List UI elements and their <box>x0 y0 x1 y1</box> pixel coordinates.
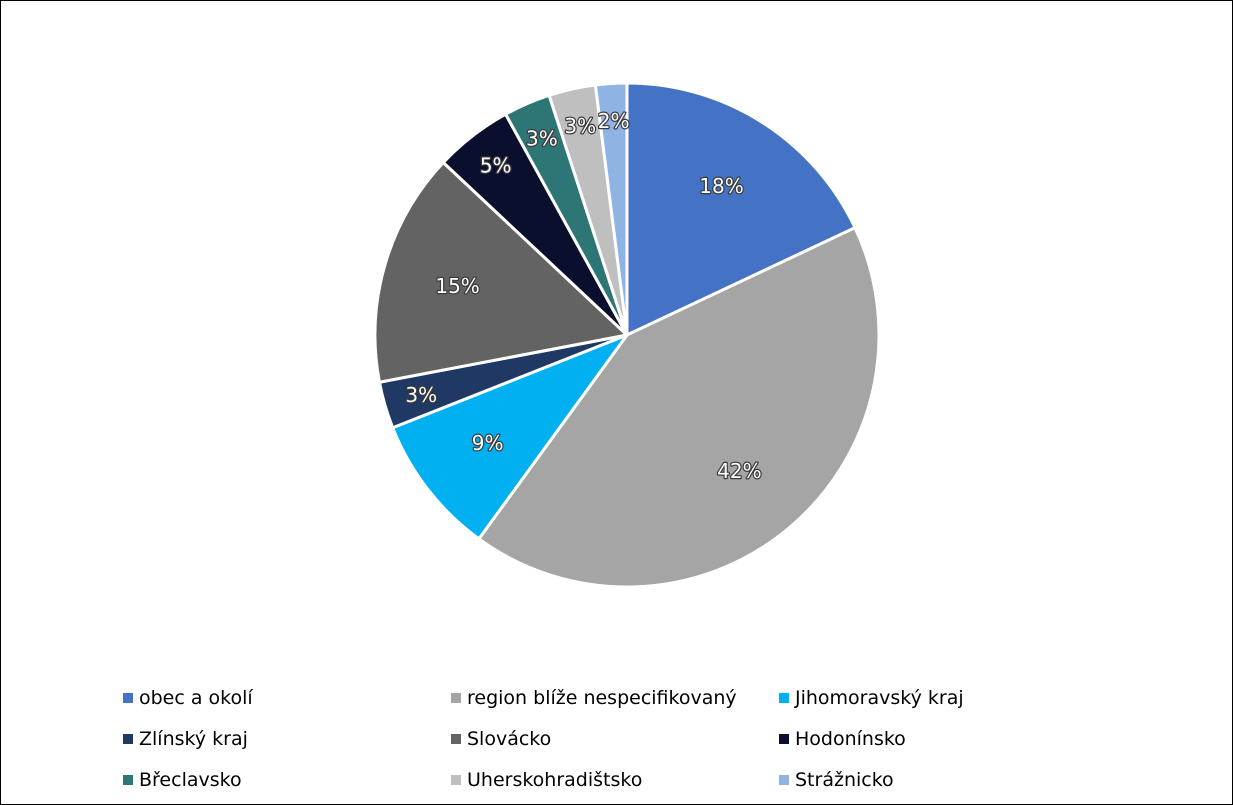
pie-chart: 18%42%9%3%15%5%3%3% 2% <box>373 81 881 589</box>
pie-data-label: 18% <box>699 174 743 198</box>
legend-item: Strážnicko <box>779 759 1109 800</box>
legend-item: Slovácko <box>451 718 779 759</box>
legend-swatch <box>451 774 461 785</box>
legend-item: Zlínský kraj <box>123 718 451 759</box>
legend-label: region blíže nespecifikovaný <box>467 686 737 709</box>
legend-item: Jihomoravský kraj <box>779 677 1109 718</box>
legend-swatch <box>123 692 133 703</box>
pie-data-label: 15% <box>435 274 479 298</box>
legend-label: Břeclavsko <box>139 768 242 791</box>
legend-swatch <box>123 733 133 744</box>
pie-slices <box>373 81 881 589</box>
legend-item: region blíže nespecifikovaný <box>451 677 779 718</box>
legend: obec a okolí region blíže nespecifikovaný… <box>123 677 1123 800</box>
legend-item: obec a okolí <box>123 677 451 718</box>
legend-swatch <box>779 692 789 703</box>
legend-label: Zlínský kraj <box>139 727 248 750</box>
legend-label: Strážnicko <box>795 768 894 791</box>
legend-label: Jihomoravský kraj <box>795 686 964 709</box>
pie-slice <box>625 81 857 337</box>
legend-item: Břeclavsko <box>123 759 451 800</box>
pie-slice <box>391 333 629 541</box>
legend-label: Slovácko <box>467 727 552 750</box>
legend-swatch <box>123 774 133 785</box>
legend-swatch <box>451 692 461 703</box>
pie-data-label: 3% <box>564 114 596 138</box>
pie-data-label: 9% <box>472 431 504 455</box>
legend-label: Uherskohradištsko <box>467 768 643 791</box>
pie-data-label: 2% <box>598 109 630 133</box>
pie-slice <box>477 226 881 589</box>
pie-data-labels: 18%42%9%3%15%5%3%3% 2% <box>404 108 763 484</box>
legend-item: Uherskohradištsko <box>451 759 779 800</box>
legend-label: Hodonínsko <box>795 727 906 750</box>
pie-data-label: 3% <box>405 383 437 407</box>
pie-slice <box>373 160 629 384</box>
pie-data-label: 42% <box>717 459 761 483</box>
pie-data-label: 3% <box>526 126 558 150</box>
legend-item: Hodonínsko <box>779 718 1109 759</box>
legend-label: obec a okolí <box>139 686 253 709</box>
pie-data-label: 5% <box>480 154 512 178</box>
pie-slice <box>593 81 629 337</box>
legend-swatch <box>779 733 789 744</box>
legend-swatch <box>779 774 789 785</box>
legend-swatch <box>451 733 461 744</box>
